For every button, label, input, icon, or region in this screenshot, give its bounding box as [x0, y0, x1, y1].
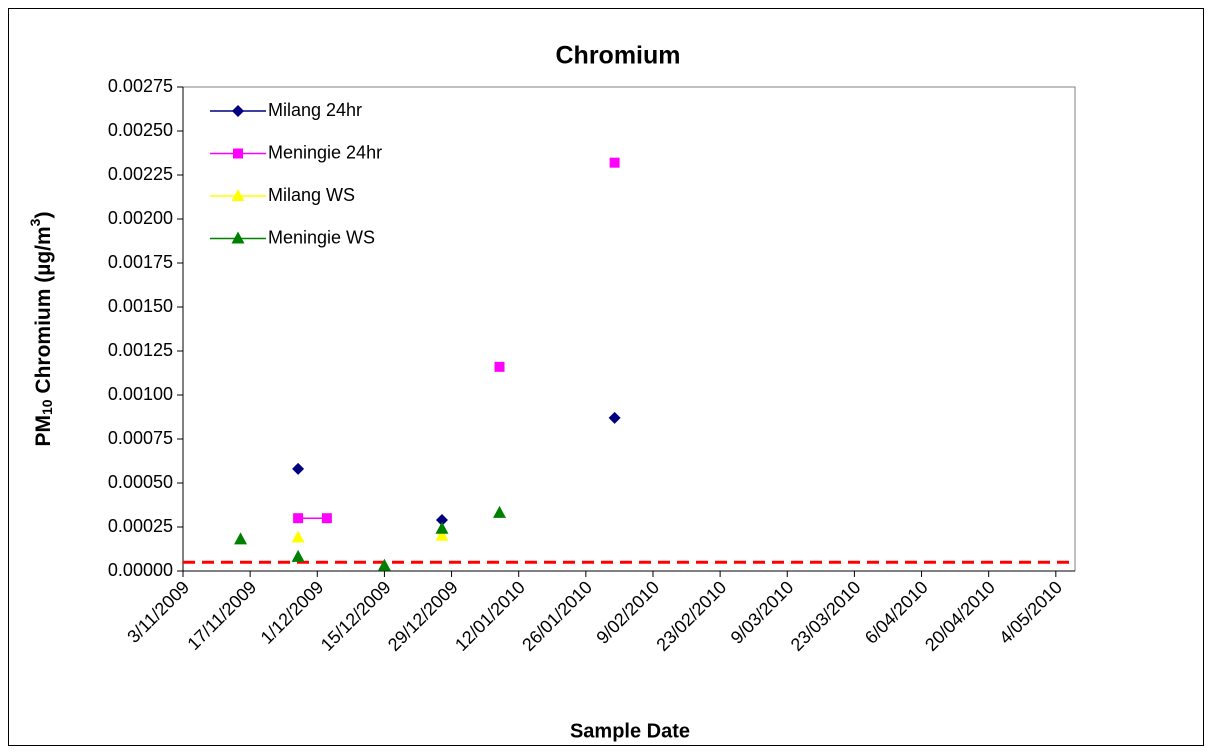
marker — [291, 530, 305, 543]
y-label-sup: 3 — [27, 218, 43, 226]
y-tick-label: 0.00025 — [108, 516, 173, 536]
y-tick-label: 0.00125 — [108, 340, 173, 360]
y-label-sub: 10 — [39, 399, 55, 415]
y-label-part: ) — [32, 212, 55, 219]
y-tick-label: 0.00000 — [108, 560, 173, 580]
y-tick-label: 0.00225 — [108, 164, 173, 184]
x-axis-label: Sample Date — [570, 720, 690, 742]
marker — [291, 549, 305, 562]
marker — [292, 462, 305, 475]
y-tick-label: 0.00050 — [108, 472, 173, 492]
marker — [493, 505, 507, 518]
marker — [231, 231, 245, 244]
y-tick-label: 0.00275 — [108, 76, 173, 96]
chart-title: Chromium — [556, 42, 681, 70]
legend-label: Milang 24hr — [268, 100, 362, 120]
marker — [494, 361, 505, 372]
plot-area — [182, 86, 1076, 572]
marker — [377, 558, 391, 571]
marker — [232, 105, 244, 117]
y-label-part: PM — [32, 415, 55, 447]
marker — [435, 528, 449, 541]
y-tick-label: 0.00075 — [108, 428, 173, 448]
y-axis-label: PM10 Chromium (µg/m3) — [27, 212, 55, 447]
marker — [234, 532, 248, 545]
marker — [435, 513, 448, 526]
legend-label: Meningie WS — [268, 227, 375, 247]
marker — [435, 521, 449, 534]
legend-label: Meningie 24hr — [268, 142, 382, 162]
y-tick-label: 0.00200 — [108, 208, 173, 228]
marker — [609, 157, 620, 168]
marker — [233, 148, 243, 159]
y-tick-label: 0.00150 — [108, 296, 173, 316]
y-tick-label: 0.00250 — [108, 120, 173, 140]
y-tick-label: 0.00175 — [108, 252, 173, 272]
y-tick-label: 0.00100 — [108, 384, 173, 404]
y-label-part: Chromium (µg/m — [32, 226, 55, 399]
marker — [608, 411, 621, 424]
legend-label: Milang WS — [268, 185, 355, 205]
marker — [231, 189, 245, 201]
